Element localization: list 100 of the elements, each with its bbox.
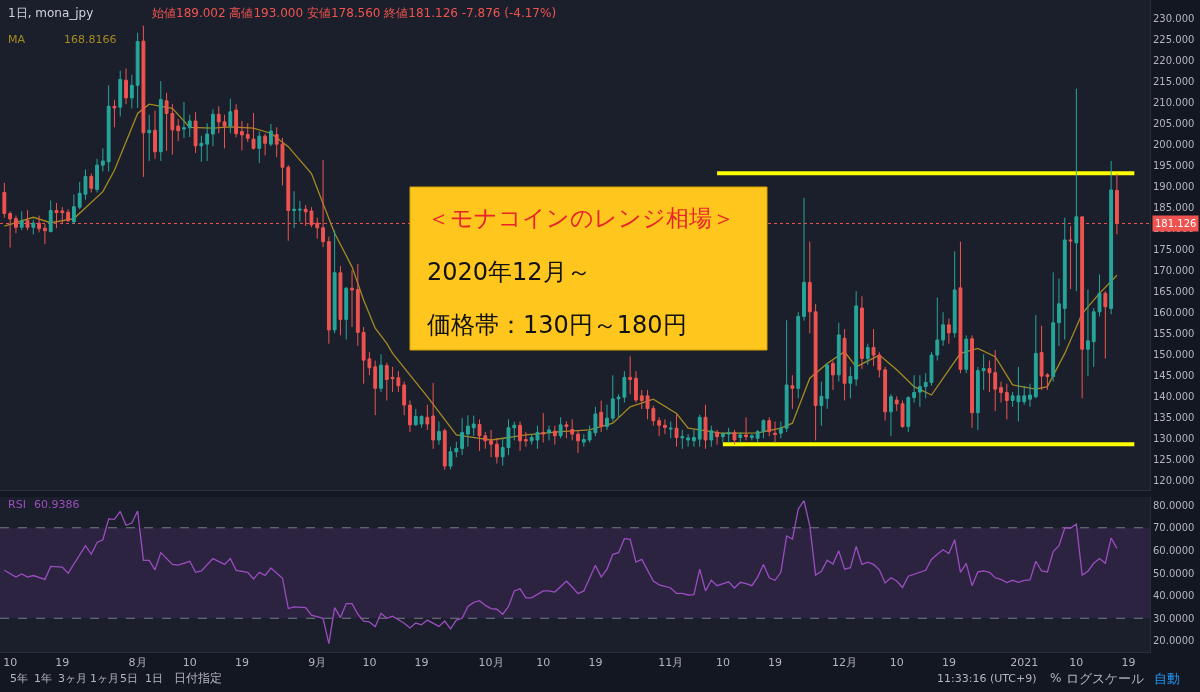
candlestick (379, 353, 383, 393)
candlestick (744, 416, 748, 441)
candlestick (825, 362, 830, 410)
y-tick-label: 165.000 (1153, 285, 1195, 297)
candlestick (680, 429, 685, 450)
candlestick (726, 427, 731, 444)
candlestick (831, 360, 835, 391)
y-tick-label: 70.0000 (1153, 522, 1195, 534)
y-tick-label: 80.0000 (1153, 499, 1195, 511)
candlestick (842, 328, 847, 401)
candlestick (610, 374, 615, 422)
text: MA (8, 33, 26, 46)
candlestick (865, 343, 870, 366)
candlestick (118, 70, 123, 117)
candlestick (860, 295, 864, 370)
candlestick (790, 374, 795, 410)
candlestick (112, 99, 117, 128)
candlestick (547, 425, 551, 441)
candlestick (89, 173, 94, 193)
line-series (3, 499, 1118, 645)
candlestick (564, 421, 569, 439)
candlestick (48, 199, 53, 233)
candlestick (402, 381, 407, 416)
candlestick (807, 241, 812, 334)
candlestick (773, 421, 777, 444)
candlestick (784, 319, 789, 433)
candlestick (541, 412, 546, 444)
y-tick-label: 170.000 (1153, 264, 1195, 276)
candlestick (523, 431, 528, 448)
candlestick (158, 80, 163, 162)
candlestick (749, 433, 754, 441)
candlestick (952, 250, 957, 338)
y-tick-label: 125.000 (1153, 453, 1195, 465)
text: 11:33:16 (UTC+9) (937, 672, 1037, 685)
candlestick (384, 362, 389, 401)
candlestick (344, 286, 349, 341)
candlestick (257, 131, 262, 164)
candlestick (738, 431, 743, 444)
x-tick-label: 10 (536, 656, 551, 670)
candlestick (326, 236, 331, 345)
candlestick (135, 32, 140, 109)
candlestick (1115, 173, 1119, 235)
candlestick (355, 263, 360, 347)
text: RSI (8, 498, 26, 511)
y-tick-label: 225.000 (1153, 33, 1195, 45)
candlestick (917, 374, 922, 408)
candlestick (193, 111, 198, 154)
candlestick (211, 108, 215, 147)
y-tick-label: 210.000 (1153, 96, 1195, 108)
candlestick (205, 122, 210, 162)
candlestick (494, 437, 499, 465)
candlestick (889, 393, 893, 437)
text: 1ヶ月 (90, 672, 119, 685)
y-tick-label: 200.000 (1153, 138, 1195, 150)
candlestick (199, 135, 204, 163)
y-tick-label: 135.000 (1153, 411, 1195, 423)
text: 始値189.002 高値193.000 安値178.560 終値181.126 -7.876 (-4.17%) (152, 6, 557, 20)
candlestick (819, 381, 824, 427)
candlestick (975, 366, 980, 431)
x-tick-label: 19 (55, 656, 70, 670)
candlestick (1086, 289, 1090, 377)
candlestick (581, 433, 586, 448)
candlestick (332, 229, 337, 334)
candlestick (767, 416, 772, 437)
candlestick (176, 118, 181, 142)
candlestick (1033, 314, 1038, 399)
candlestick (1028, 383, 1032, 408)
candlestick (95, 158, 99, 193)
candlestick (1080, 216, 1085, 399)
x-tick-label: 2021 (1010, 656, 1039, 670)
candlestick (981, 353, 986, 391)
text: 1日, mona_jpy (8, 6, 94, 20)
candlestick (182, 101, 186, 139)
y-tick-label: 195.000 (1153, 159, 1195, 171)
x-tick-label: 10 (1069, 656, 1084, 670)
candlestick (703, 404, 708, 450)
y-tick-label: 230.000 (1153, 12, 1195, 24)
candlestick (634, 370, 638, 404)
candlestick (1103, 290, 1108, 359)
ref-line-label: 181.126 (1155, 218, 1197, 229)
candlestick (709, 425, 714, 448)
candlestick (442, 428, 447, 471)
candlestick (106, 84, 111, 172)
candlestick (1109, 160, 1114, 315)
annotation: 168.8166 (64, 33, 117, 46)
y-tick-label: 155.000 (1153, 327, 1195, 339)
candlestick (813, 303, 818, 441)
candlestick (796, 311, 801, 399)
candlestick (19, 210, 24, 231)
y-tick-label: 50.0000 (1153, 567, 1195, 579)
candlestick (31, 219, 36, 235)
candlestick (437, 421, 441, 446)
candlestick (460, 417, 465, 456)
y-tick-label: 215.000 (1153, 75, 1195, 87)
candlestick (431, 382, 436, 450)
candlestick (471, 415, 476, 437)
y-tick-label: 150.000 (1153, 348, 1195, 360)
x-tick-label: 19 (234, 656, 249, 670)
text: ログスケール (1066, 671, 1144, 686)
text: 自動 (1154, 671, 1180, 686)
